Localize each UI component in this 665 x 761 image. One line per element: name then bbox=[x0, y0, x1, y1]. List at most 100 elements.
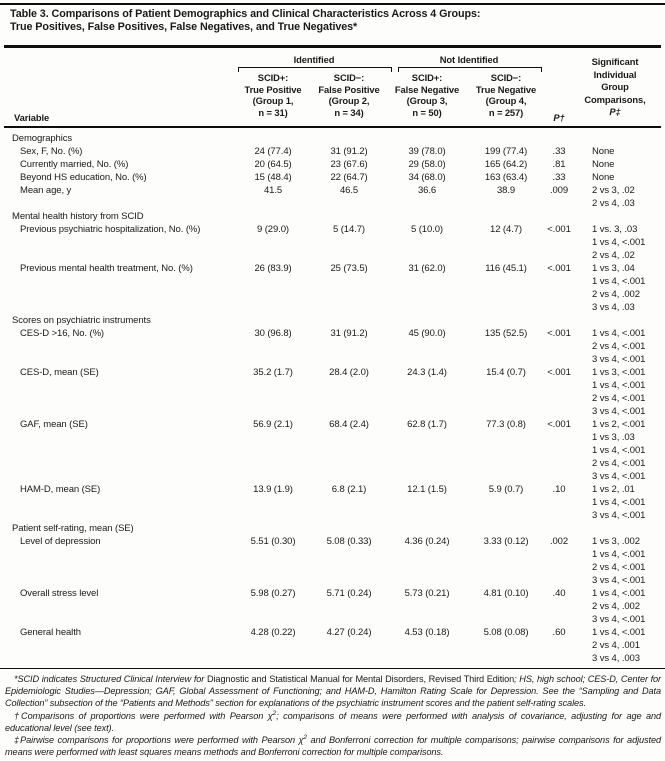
comparison-line: 2 vs 4, .002 bbox=[592, 289, 640, 300]
row-label: Mental health history from SCID bbox=[12, 211, 144, 222]
group3-value: 45 (90.0) bbox=[408, 328, 446, 339]
group2-value: 28.4 (2.0) bbox=[329, 367, 369, 378]
table-row: Beyond HS education, No. (%) 15 (48.4) 22 … bbox=[8, 171, 657, 184]
p-column-header: P† bbox=[553, 112, 565, 123]
row-label: Overall stress level bbox=[20, 588, 99, 599]
group3-value: 24.3 (1.4) bbox=[407, 367, 447, 378]
table-row: CES-D >16, No. (%) 30 (96.8) 31 (91.2) 45 (… bbox=[8, 327, 657, 366]
comparison-line: 3 vs 4, <.001 bbox=[592, 614, 646, 625]
row-label: Patient self-rating, mean (SE) bbox=[12, 523, 134, 534]
group2-value: 68.4 (2.4) bbox=[329, 419, 369, 430]
group2-value: 5 (14.7) bbox=[333, 224, 365, 235]
group2-value: 4.27 (0.24) bbox=[326, 627, 372, 638]
comparisons-cell: 1 vs 3, .002 1 vs 4, <.001 2 vs 4, <.001 3 … bbox=[573, 535, 657, 587]
group4-value bbox=[467, 132, 545, 145]
comparisons-cell: 1 vs 2, <.001 1 vs 3, .03 1 vs 4, <.001 2 v… bbox=[573, 418, 657, 483]
group4-header-line: (Group 4, bbox=[485, 95, 527, 106]
group1-value: 15 (48.4) bbox=[254, 172, 292, 183]
comparisons-cell: 1 vs 4, <.001 2 vs 4, .002 3 vs 4, <.001 bbox=[573, 587, 657, 626]
group2-header-line: (Group 2, bbox=[328, 95, 370, 106]
group1-header-line: SCID+: bbox=[257, 72, 289, 83]
group2-value bbox=[311, 522, 387, 535]
comparisons-cell: 1 vs 2, .01 1 vs 4, <.001 3 vs 4, <.001 bbox=[573, 483, 657, 522]
comparison-line: 1 vs 4, <.001 bbox=[592, 627, 646, 638]
group3-value: 36.6 bbox=[417, 185, 437, 196]
group4-header: SCID−: True Negative (Group 4, n = 257) bbox=[467, 72, 545, 118]
group1-header-line: True Positive bbox=[244, 83, 302, 95]
group1-value: 20 (64.5) bbox=[254, 159, 292, 170]
group2-header-line: SCID−: bbox=[333, 72, 365, 83]
group2-value: 31 (91.2) bbox=[330, 146, 368, 157]
group3-value: 34 (68.0) bbox=[408, 172, 446, 183]
comparison-line: 2 vs 4, <.001 bbox=[592, 341, 646, 352]
variable-column-header: Variable bbox=[14, 112, 50, 123]
group4-value bbox=[467, 210, 545, 223]
p-value bbox=[545, 522, 573, 535]
comparisons-header-line: Significant bbox=[591, 56, 639, 67]
comparisons-cell: 2 vs 3, .02 2 vs 4, .03 bbox=[573, 184, 657, 210]
comparison-line: 1 vs 3, .04 bbox=[592, 263, 635, 274]
group2-value: 25 (73.5) bbox=[330, 263, 368, 274]
group1-value: 13.9 (1.9) bbox=[253, 484, 293, 495]
p-value: .60 bbox=[552, 627, 566, 638]
p-value: <.001 bbox=[547, 224, 571, 235]
not-identified-bracket bbox=[398, 67, 542, 72]
table-row: General health 4.28 (0.22) 4.27 (0.24) 4.53… bbox=[8, 626, 657, 665]
p-value: <.001 bbox=[547, 419, 571, 430]
top-rule bbox=[0, 3, 665, 5]
group3-header-line: False Negative bbox=[394, 83, 460, 95]
comparison-line: 2 vs 4, <.001 bbox=[592, 562, 646, 573]
group1-header: SCID+: True Positive (Group 1, n = 31) bbox=[235, 72, 311, 118]
table-row: Mean age, y 41.5 46.5 36.6 38.9 .009 2 vs 3, .… bbox=[8, 184, 657, 210]
p-value: .009 bbox=[549, 185, 569, 196]
comparisons-cell: 1 vs 3, <.001 1 vs 4, <.001 2 vs 4, <.001 3… bbox=[573, 366, 657, 418]
footnote-segment: 2 bbox=[303, 733, 307, 741]
p-value: .33 bbox=[552, 146, 566, 157]
group1-value bbox=[235, 132, 311, 145]
comparisons-cell: 1 vs 3, .04 1 vs 4, <.001 2 vs 4, .002 3 vs… bbox=[573, 262, 657, 314]
table-row: Currently married, No. (%) 20 (64.5) 23 (6… bbox=[8, 158, 657, 171]
group3-value: 31 (62.0) bbox=[408, 263, 446, 274]
row-label: Previous psychiatric hospitalization, No… bbox=[20, 224, 201, 235]
row-label: Scores on psychiatric instruments bbox=[12, 315, 151, 326]
comparisons-cell: 1 vs 4, <.001 2 vs 4, .001 3 vs 4, .003 bbox=[573, 626, 657, 665]
comparison-line: 1 vs 2, .01 bbox=[592, 484, 635, 495]
group2-value bbox=[311, 210, 387, 223]
group1-value bbox=[235, 210, 311, 223]
group3-value: 5 (10.0) bbox=[411, 224, 443, 235]
table-row: GAF, mean (SE) 56.9 (2.1) 68.4 (2.4) 62.8 (… bbox=[8, 418, 657, 483]
footnote-segment: †Comparisons of proportions were perform… bbox=[14, 710, 273, 721]
comparison-line: 2 vs 4, .002 bbox=[592, 601, 640, 612]
identified-span-label: Identified bbox=[293, 54, 335, 65]
title-separator-rule bbox=[4, 45, 661, 49]
group1-header-line: n = 31) bbox=[258, 106, 288, 118]
p-value bbox=[545, 210, 573, 223]
comparisons-cell: 1 vs. 3, .03 1 vs 4, <.001 2 vs 4, .02 bbox=[573, 223, 657, 262]
group4-value: 38.9 bbox=[496, 185, 516, 196]
comparison-line: 1 vs 4, <.001 bbox=[592, 237, 646, 248]
group2-value bbox=[311, 132, 387, 145]
footnote-segment: Diagnostic and Statistical Manual for Me… bbox=[206, 674, 515, 684]
row-label: Currently married, No. (%) bbox=[20, 159, 129, 170]
comparison-line: 1 vs 4, <.001 bbox=[592, 380, 646, 391]
group3-header-line: n = 50) bbox=[412, 106, 442, 118]
group3-value: 4.36 (0.24) bbox=[404, 536, 450, 547]
table-row: CES-D, mean (SE) 35.2 (1.7) 28.4 (2.0) 24.3… bbox=[8, 366, 657, 418]
group1-value: 35.2 (1.7) bbox=[253, 367, 293, 378]
group4-value: 77.3 (0.8) bbox=[486, 419, 526, 430]
p-value: <.001 bbox=[547, 263, 571, 274]
comparison-line: 1 vs 4, <.001 bbox=[592, 588, 646, 599]
row-label: Beyond HS education, No. (%) bbox=[20, 172, 147, 183]
row-label: General health bbox=[20, 627, 81, 638]
group3-header-line: SCID+: bbox=[411, 72, 443, 83]
comparison-line: 1 vs 3, .03 bbox=[592, 432, 635, 443]
group1-value: 4.28 (0.22) bbox=[250, 627, 296, 638]
group3-header: SCID+: False Negative (Group 3, n = 50) bbox=[387, 72, 467, 118]
comparisons-header-line: P‡ bbox=[609, 106, 621, 118]
group2-value: 6.8 (2.1) bbox=[331, 484, 367, 495]
row-label: GAF, mean (SE) bbox=[20, 419, 88, 430]
group1-value: 5.98 (0.27) bbox=[250, 588, 296, 599]
group3-value bbox=[387, 522, 467, 535]
comparison-line: 1 vs 3, <.001 bbox=[592, 367, 646, 378]
